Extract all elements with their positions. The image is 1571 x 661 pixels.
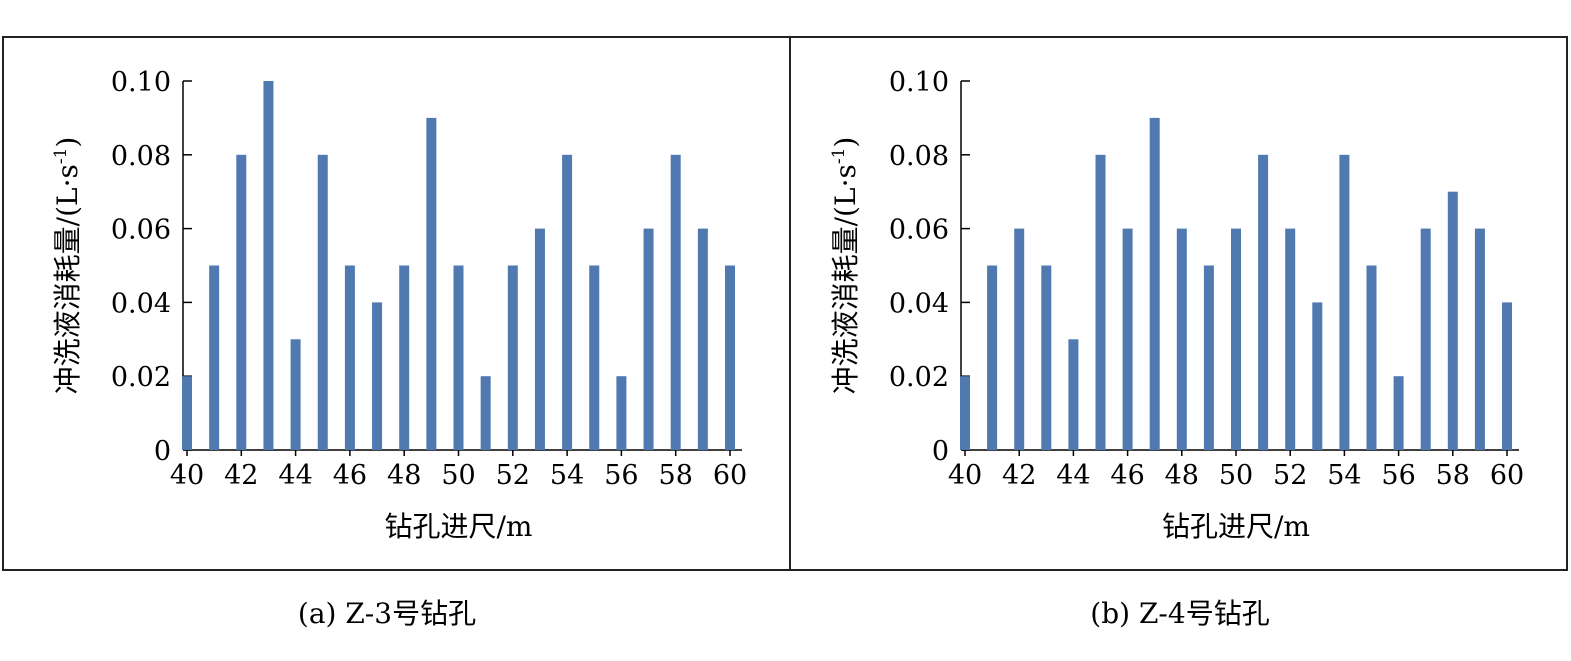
bar	[1258, 154, 1269, 451]
y-tick-label: 0.08	[111, 141, 171, 172]
x-tick-label: 44	[278, 460, 312, 491]
bar	[1393, 376, 1404, 450]
bar	[1420, 228, 1431, 450]
bar	[399, 265, 410, 450]
x-tick-label: 48	[1165, 460, 1199, 491]
x-tick-label: 48	[387, 460, 421, 491]
x-tick-label: 40	[948, 460, 982, 491]
x-tick-label: 60	[1490, 460, 1524, 491]
bar	[643, 228, 654, 450]
bar	[1041, 265, 1052, 450]
bar	[344, 265, 355, 450]
y-tick-label: 0.08	[889, 141, 949, 172]
y-axis-label-superscript: -1	[829, 148, 849, 165]
y-tick-label: 0.06	[889, 215, 949, 246]
x-tick-label: 44	[1056, 460, 1090, 491]
caption-panel-b: (b) Z-4号钻孔	[1090, 597, 1270, 630]
bar	[987, 265, 998, 450]
bar	[372, 302, 383, 450]
y-tick-label: 0	[154, 436, 171, 467]
bar	[1502, 302, 1512, 450]
bar	[1014, 228, 1025, 450]
bar	[1231, 228, 1241, 450]
bar	[453, 265, 464, 450]
bar	[1122, 228, 1133, 450]
x-tick-label: 52	[1273, 460, 1307, 491]
y-axis-label: 冲洗液消耗量/(L·s-1)	[829, 137, 862, 395]
panel-b-frame	[789, 36, 1568, 571]
x-tick-label: 52	[496, 460, 530, 491]
x-tick-label: 46	[333, 460, 367, 491]
y-tick-label: 0.02	[111, 362, 171, 393]
bar	[317, 154, 328, 451]
x-tick-label: 56	[604, 460, 638, 491]
x-axis-label: 钻孔进尺/m	[1162, 510, 1310, 543]
x-tick-label: 58	[1436, 460, 1470, 491]
bar	[589, 265, 600, 450]
bar	[1285, 228, 1296, 450]
x-tick-label: 60	[713, 460, 747, 491]
bar	[507, 265, 518, 450]
bar	[1339, 154, 1350, 451]
x-tick-label: 50	[441, 460, 475, 491]
bar	[182, 376, 192, 450]
y-axis-label-main: 冲洗液消耗量/(L·s	[829, 164, 862, 394]
bar	[263, 81, 274, 450]
bar	[670, 154, 681, 451]
x-tick-label: 46	[1110, 460, 1144, 491]
bar	[562, 154, 573, 451]
bar	[616, 376, 627, 450]
bar	[1474, 228, 1485, 450]
bar	[534, 228, 545, 450]
y-tick-label: 0.06	[111, 215, 171, 246]
y-tick-label: 0.10	[889, 67, 949, 98]
bar	[426, 117, 437, 451]
caption-panel-a: (a) Z-3号钻孔	[297, 597, 477, 630]
y-tick-label: 0.04	[111, 288, 171, 319]
bar	[1447, 191, 1458, 450]
x-tick-label: 54	[550, 460, 584, 491]
bar	[1312, 302, 1323, 450]
x-tick-label: 56	[1381, 460, 1415, 491]
x-tick-label: 42	[1002, 460, 1036, 491]
chart-panel-b: 0 0.02 0.04 0.06 0.08 0.10 40 42 44 46 48 50 52 54 56 5…	[829, 67, 1524, 543]
bar	[1203, 265, 1214, 450]
bar	[236, 154, 247, 451]
y-tick-label: 0.02	[889, 362, 949, 393]
x-tick-label: 50	[1219, 460, 1253, 491]
x-axis-label: 钻孔进尺/m	[385, 510, 533, 543]
x-tick-label: 42	[224, 460, 258, 491]
y-axis-label-close: )	[829, 137, 862, 148]
y-tick-label: 0.04	[889, 288, 949, 319]
y-axis-label-main: 冲洗液消耗量/(L·s	[51, 164, 84, 394]
bar	[1366, 265, 1377, 450]
bar	[960, 376, 970, 450]
bar	[1176, 228, 1187, 450]
bar	[697, 228, 708, 450]
bar	[1068, 339, 1079, 450]
x-tick-label: 58	[659, 460, 693, 491]
x-tick-label: 40	[170, 460, 204, 491]
x-tick-label: 54	[1327, 460, 1361, 491]
y-axis-label: 冲洗液消耗量/(L·s-1)	[51, 137, 84, 395]
y-axis-label-superscript: -1	[51, 148, 71, 165]
bar	[1149, 117, 1160, 451]
bar	[725, 265, 735, 450]
bar	[209, 265, 220, 450]
y-tick-label: 0.10	[111, 67, 171, 98]
bar	[1095, 154, 1106, 451]
y-axis-label-close: )	[51, 137, 84, 148]
chart-panel-a: 0 0.02 0.04 0.06 0.08 0.10 40 42 44 46 48 50 52 54 56 5…	[51, 67, 747, 543]
y-tick-label: 0	[932, 436, 949, 467]
bar	[290, 339, 301, 450]
bar	[480, 376, 491, 450]
